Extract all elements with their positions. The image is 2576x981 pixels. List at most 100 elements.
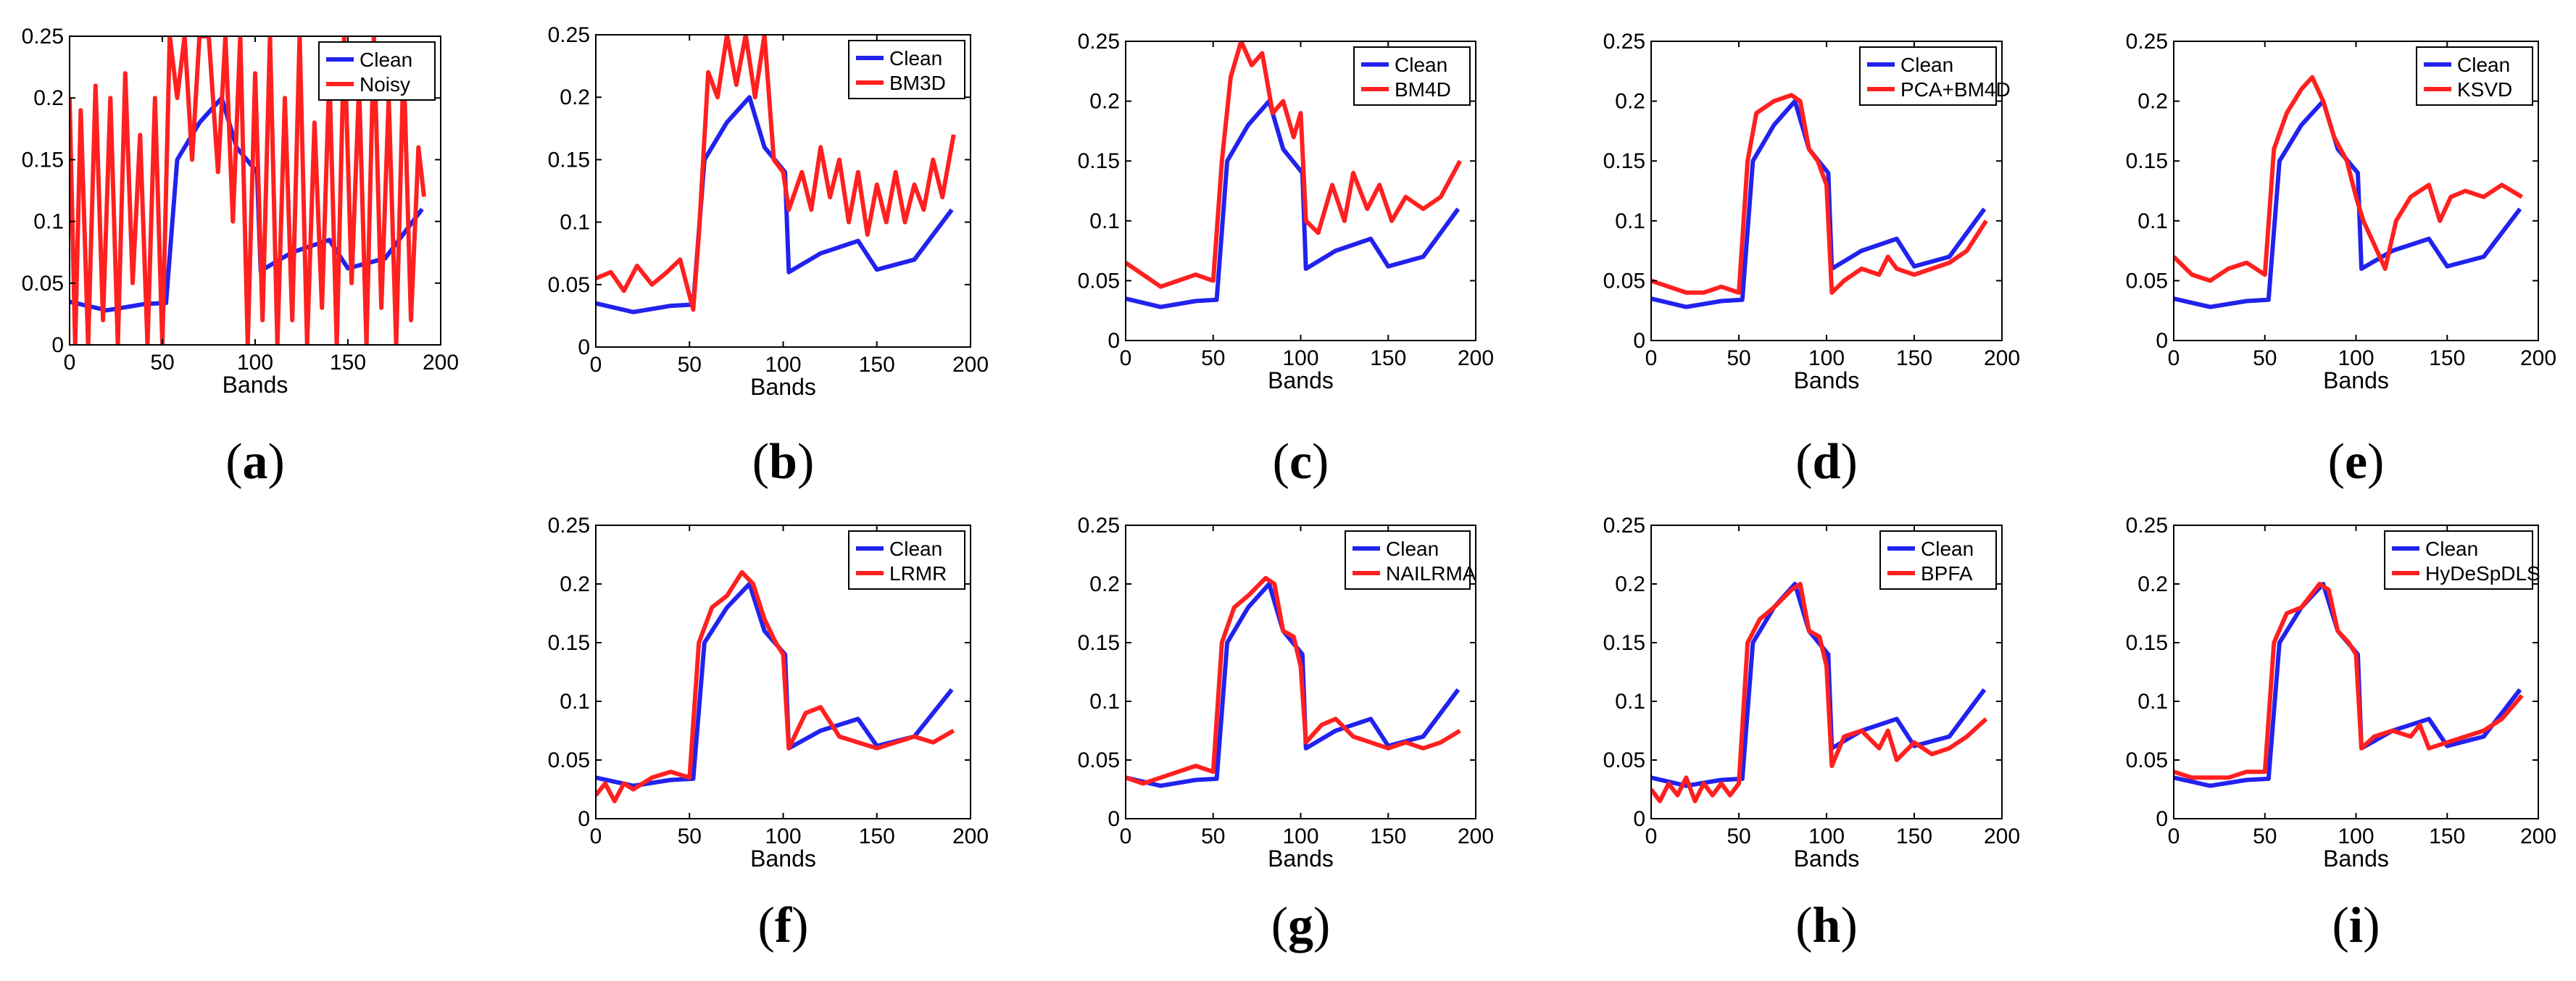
panel-d-series-pca-bm4d (1651, 93, 1988, 295)
panel-i-ytick-label: 0.15 (2126, 631, 2168, 655)
panel-g-xlabel: Bands (1268, 846, 1334, 872)
panel-f-caption-close: ) (792, 898, 808, 953)
panel-d-ytick-label: 0.15 (1603, 149, 1645, 173)
panel-d-xlabel: Bands (1794, 367, 1860, 393)
panel-h-ytick-label: 0.05 (1603, 748, 1645, 772)
panel-b-ytick-label: 0 (578, 335, 590, 359)
panel-i-xtick-label: 200 (2520, 825, 2556, 848)
panel-b-legend-box (848, 40, 965, 99)
panel-i-ytick-label: 0.2 (2137, 572, 2168, 596)
panel-g-xtick-label: 150 (1370, 825, 1406, 848)
panel-c-ytick-label: 0.25 (1078, 30, 1120, 54)
panel-g-ytick-label: 0.1 (1089, 690, 1120, 714)
panel-c-xtick-label: 0 (1120, 346, 1132, 370)
panel-g-ytick-label: 0 (1108, 807, 1120, 831)
panel-c-series-bm4d (1126, 41, 1462, 289)
panel-g-ytick-label: 0.05 (1078, 748, 1120, 772)
panel-d-ytick-label: 0.25 (1603, 30, 1645, 54)
panel-e: 0 50 100 150 200 0 0.05 0.1 0.15 0.2 0.25 Bands Clea… (2126, 30, 2556, 490)
panel-i-xtick-label: 150 (2429, 825, 2465, 848)
panel-d-caption-close: ) (1840, 434, 1857, 490)
panel-b-ytick-label: 0.1 (560, 211, 590, 235)
panel-i-ytick-label: 0 (2156, 807, 2168, 831)
panel-e-ytick-label: 0.1 (2137, 209, 2168, 233)
panel-i-legend-box (2384, 530, 2533, 590)
panel-f-series-clean (596, 582, 954, 788)
panel-c-legend-label: BM4D (1395, 78, 1451, 101)
panel-c-legend-label: Clean (1395, 54, 1447, 76)
panel-i-caption-close: ) (2363, 898, 2380, 953)
panel-f-xtick-label: 50 (678, 825, 702, 848)
panel-f-xtick-label: 200 (952, 825, 989, 848)
panel-b-ytick-label: 0.25 (548, 23, 590, 47)
panel-e-caption-open: ( (2328, 434, 2345, 490)
panel-h-caption: (h) (1795, 898, 1858, 953)
panel-h-series-bpfa (1651, 582, 1988, 803)
panel-a-legend-box (318, 41, 436, 101)
panel-g-caption-letter: g (1288, 898, 1313, 953)
panel-d-caption-open: ( (1795, 434, 1812, 490)
panel-i-ytick-label: 0.25 (2126, 514, 2168, 538)
panel-i-legend-label: HyDeSpDLS (2425, 562, 2540, 585)
panel-a-caption-letter: a (243, 434, 268, 490)
panel-e-xtick-label: 200 (2520, 346, 2556, 370)
panel-i: 0 50 100 150 200 0 0.05 0.1 0.15 0.2 0.25 Bands Clea… (2126, 514, 2556, 953)
panel-h-xtick-label: 0 (1645, 825, 1658, 848)
panel-h-ytick-label: 0 (1633, 807, 1645, 831)
panel-g-legend-box (1345, 530, 1471, 590)
panel-e-ytick-label: 0 (2156, 329, 2168, 353)
panel-c-ytick-label: 0 (1108, 329, 1120, 353)
panel-e-caption-close: ) (2367, 434, 2384, 490)
panel-a-xtick-label: 150 (330, 351, 366, 375)
panel-h-xlabel: Bands (1794, 846, 1860, 872)
panel-h-caption-letter: h (1813, 898, 1841, 953)
panel-b-ytick-label: 0.2 (560, 85, 590, 109)
panel-h-ytick-label: 0.1 (1615, 690, 1645, 714)
panel-b-xtick-label: 100 (765, 353, 801, 377)
panel-c-ytick-label: 0.1 (1089, 209, 1120, 233)
panel-b-ytick-label: 0.05 (548, 273, 590, 297)
panel-g-ytick-label: 0.25 (1078, 514, 1120, 538)
panel-d-ytick-label: 0.2 (1615, 90, 1645, 114)
panel-a-legend-label: Noisy (360, 73, 410, 96)
panel-b: 0 50 100 150 200 0 0.05 0.1 0.15 0.2 0.25 Bands Clea… (548, 23, 989, 490)
panel-c-xtick-label: 50 (1201, 346, 1225, 370)
panel-g-xtick-label: 100 (1282, 825, 1318, 848)
panel-a-xlabel: Bands (223, 372, 288, 398)
panel-i-xtick-label: 50 (2253, 825, 2277, 848)
panel-b-series-clean (596, 95, 954, 314)
panel-e-caption-letter: e (2345, 434, 2367, 490)
panel-g-series-clean (1126, 582, 1461, 788)
panel-c-caption-close: ) (1312, 434, 1329, 490)
panel-e-series-ksvd (2174, 75, 2523, 283)
panel-i-caption-letter: i (2349, 898, 2363, 953)
panel-h: 0 50 100 150 200 0 0.05 0.1 0.15 0.2 0.25 Bands Clea… (1603, 514, 2020, 953)
panel-f-ytick-label: 0.25 (548, 514, 590, 538)
panel-e-xtick-label: 50 (2253, 346, 2277, 370)
panel-b-xtick-label: 0 (590, 353, 602, 377)
panel-c-ytick-label: 0.05 (1078, 269, 1120, 293)
panel-g-legend-label: Clean (1386, 538, 1439, 560)
panel-h-xtick-label: 150 (1896, 825, 1932, 848)
panel-f-caption-letter: f (775, 898, 792, 953)
panel-f: 0 50 100 150 200 0 0.05 0.1 0.15 0.2 0.25 Bands Clea… (548, 514, 989, 953)
panel-g-series-nailrma (1126, 575, 1461, 786)
panel-h-legend-box (1879, 530, 1997, 590)
panel-h-xtick-label: 50 (1727, 825, 1750, 848)
panel-a: 0 50 100 150 200 0 0.05 0.1 0.15 0.2 0.25 Bands Clea… (22, 25, 459, 490)
panel-c-xlabel: Bands (1268, 367, 1334, 393)
panel-c-caption-letter: c (1289, 434, 1312, 490)
panel-d-ytick-label: 0.1 (1615, 209, 1645, 233)
panel-h-ytick-label: 0.25 (1603, 514, 1645, 538)
panel-a-caption-close: ) (268, 434, 285, 490)
panel-i-caption-open: ( (2332, 898, 2348, 953)
panel-b-xtick-label: 50 (678, 353, 702, 377)
panel-g-caption-open: ( (1271, 898, 1288, 953)
panel-a-ytick-label: 0.05 (22, 272, 64, 296)
